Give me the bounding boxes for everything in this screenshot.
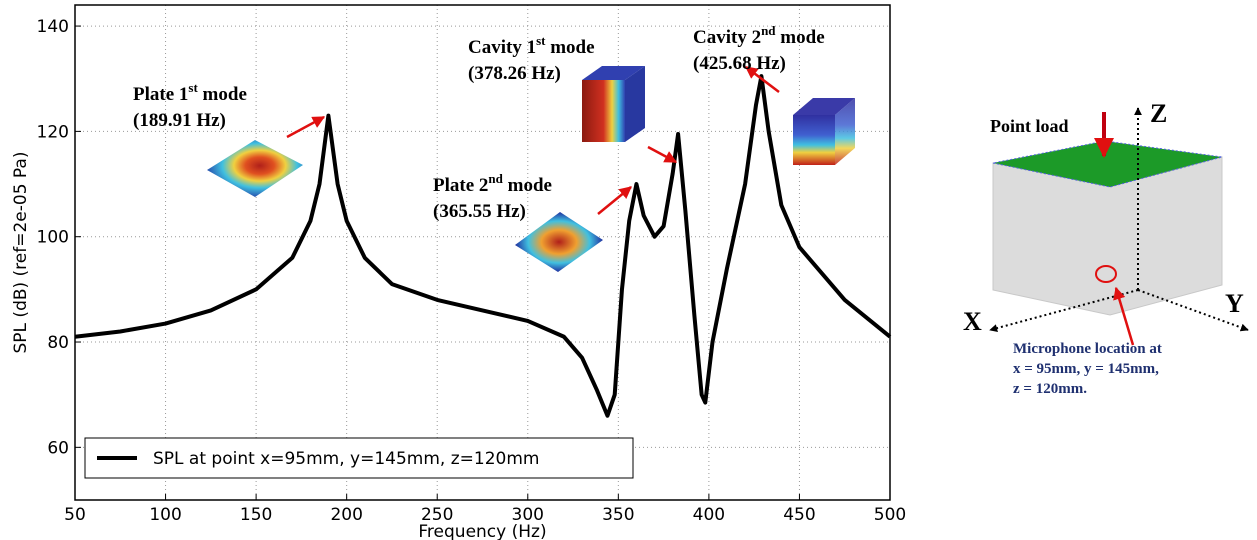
series-line <box>74 74 892 418</box>
annotation-text: Cavity 1 <box>468 37 536 58</box>
annotation: Cavity 2nd mode <box>693 23 825 48</box>
mic-label: x = 95mm, y = 145mm, <box>1013 361 1159 377</box>
mic-arrow <box>1113 286 1135 346</box>
plate <box>992 140 1223 188</box>
cavity-2-image <box>793 98 855 165</box>
annotation-freq: (189.91 Hz) <box>133 110 226 131</box>
arrows <box>286 66 780 215</box>
y-tick-label: 80 <box>47 333 69 353</box>
load-label: Point load <box>990 116 1069 136</box>
annotation-sup: st <box>188 80 198 95</box>
annotation-sup: nd <box>761 23 776 38</box>
plate-2-image <box>515 212 603 272</box>
mic-label: z = 120mm. <box>1013 381 1087 397</box>
y-tick-label: 140 <box>37 17 69 37</box>
x-tick-label: 300 <box>512 505 544 525</box>
x-tick-label: 100 <box>149 505 181 525</box>
x-axis-label: Frequency (Hz) <box>418 522 546 540</box>
legend-label: SPL at point x=95mm, y=145mm, z=120mm <box>153 449 539 469</box>
annotation: Plate 1st mode <box>133 80 247 105</box>
axis-label: Y <box>1225 289 1244 318</box>
x-tick-label: 250 <box>421 505 453 525</box>
annotation-text: mode <box>503 175 552 196</box>
annotations: Plate 1st mode(189.91 Hz)Plate 2nd mode(… <box>133 23 855 272</box>
annotation-text: Cavity 2 <box>693 27 761 48</box>
annotation-freq: (365.55 Hz) <box>433 201 526 222</box>
plot-frame <box>74 4 891 501</box>
annotation-sup: nd <box>488 171 503 186</box>
annotation-text: mode <box>545 37 594 58</box>
x-tick-label: 150 <box>240 505 272 525</box>
cavity-1-image <box>582 66 645 142</box>
annotation-text: Plate 1 <box>133 84 188 105</box>
x-tick-label: 350 <box>602 505 634 525</box>
y-tick-label: 60 <box>47 438 69 458</box>
plate-1-image <box>207 140 303 197</box>
y-tick-label: 120 <box>37 122 69 142</box>
y-tick-label: 100 <box>37 228 69 248</box>
annotation-text: Plate 2 <box>433 175 488 196</box>
diagram: Point load X Y Z Microphone location at … <box>963 99 1249 397</box>
annotation-sup: st <box>536 33 546 48</box>
legend-box <box>84 437 634 479</box>
axis-label: X <box>963 307 982 336</box>
annotation-freq: (425.68 Hz) <box>693 53 786 74</box>
annotation-text: mode <box>198 84 247 105</box>
plot: 50 100 150 200 250 300 350 400 450 500 60 80 100 120 1… <box>11 4 906 540</box>
x-tick-label: 450 <box>783 505 815 525</box>
legend: SPL at point x=95mm, y=145mm, z=120mm <box>84 437 634 479</box>
annotation: Cavity 1st mode <box>468 33 595 58</box>
annotation-text: mode <box>776 27 825 48</box>
mic-label: Microphone location at <box>1013 341 1162 357</box>
annotation: Plate 2nd mode <box>433 171 552 196</box>
x-tick-label: 500 <box>874 505 906 525</box>
x-tick-label: 400 <box>693 505 725 525</box>
annotation-freq: (378.26 Hz) <box>468 63 561 84</box>
x-tick-label: 200 <box>330 505 362 525</box>
axis-label: Z <box>1150 99 1167 128</box>
y-axis-label: SPL (dB) (ref=2e-05 Pa) <box>11 152 31 354</box>
x-tick-label: 50 <box>64 505 86 525</box>
mic-circle <box>1095 265 1117 283</box>
